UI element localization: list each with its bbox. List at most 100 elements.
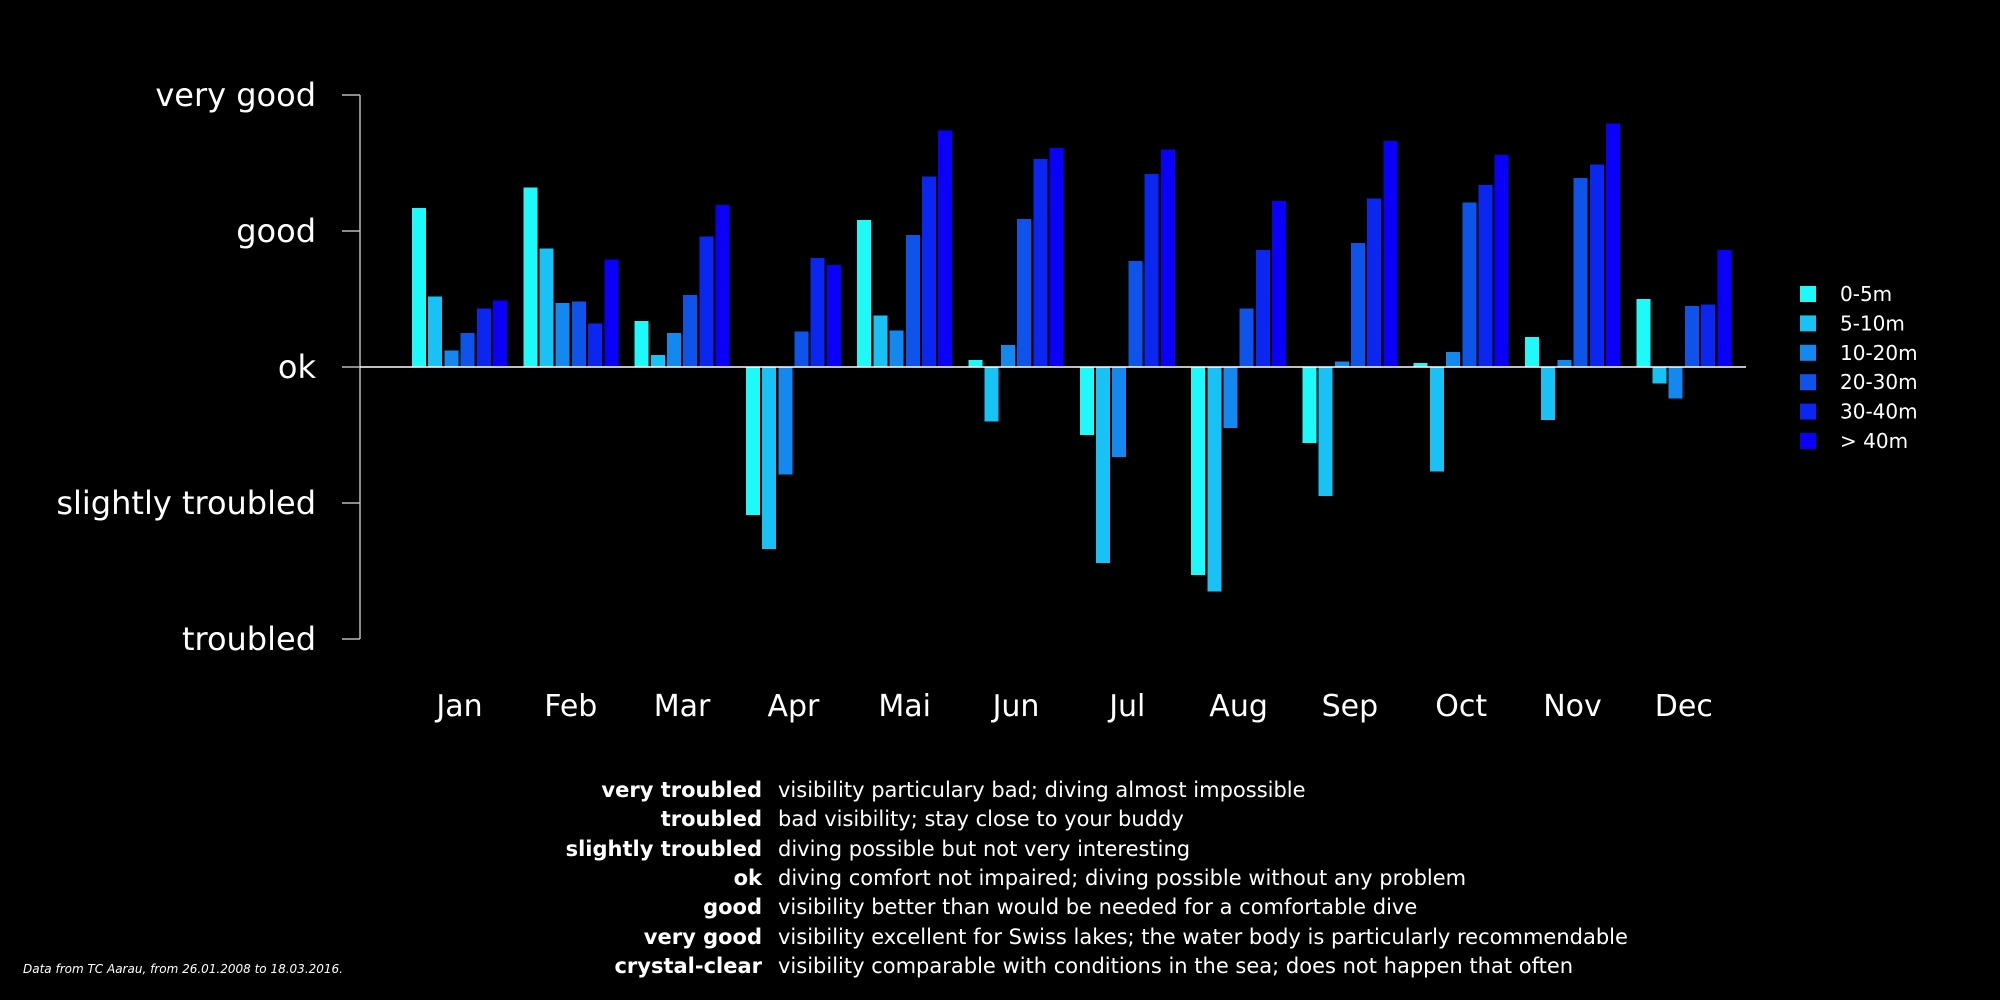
bar-aug-series-4	[1255, 250, 1270, 367]
bar-sep-series-1	[1318, 367, 1333, 497]
bar-jul-series-3	[1128, 260, 1143, 367]
bar-jul-series-5	[1160, 149, 1175, 367]
legend-label: 20-30m	[1840, 370, 1918, 394]
bar-sep-series-4	[1367, 198, 1382, 367]
bar-sep-series-3	[1351, 243, 1365, 367]
bar-apr-series-4	[810, 258, 825, 367]
bar-mai-series-2	[889, 330, 904, 367]
explanation-term: very troubled	[601, 778, 762, 802]
bar-feb-series-1	[539, 248, 554, 367]
bars	[360, 123, 1746, 592]
explanation-term: slightly troubled	[565, 836, 762, 861]
x-tick-label: Feb	[544, 689, 597, 724]
bar-dec-series-3	[1684, 305, 1699, 367]
legend-label: 10-20m	[1840, 341, 1918, 365]
bar-jun-series-5	[1049, 148, 1064, 367]
bar-jun-series-1	[984, 367, 999, 422]
bar-dec-series-5	[1717, 250, 1732, 367]
x-tick-label: Nov	[1543, 689, 1602, 724]
bar-sep-series-0	[1302, 367, 1317, 444]
x-tick-label: Sep	[1322, 689, 1379, 724]
bar-oct-series-0	[1413, 362, 1428, 367]
explanation-description: visibility particulary bad; diving almos…	[778, 778, 1306, 802]
bar-jan-series-3	[460, 333, 475, 367]
legend-label: 30-40m	[1840, 400, 1918, 424]
bar-feb-series-3	[571, 301, 586, 367]
x-tick-label: Jun	[991, 689, 1040, 724]
bar-jul-series-1	[1096, 367, 1110, 563]
bar-nov-series-5	[1606, 123, 1620, 367]
bar-jan-series-1	[428, 296, 443, 367]
x-tick-label: Oct	[1435, 689, 1487, 724]
bar-aug-series-0	[1191, 367, 1206, 576]
bar-jul-series-2	[1112, 367, 1127, 457]
bar-mai-series-3	[905, 235, 920, 367]
bar-apr-series-1	[762, 367, 777, 550]
legend: 0-5m 5-10m 10-20m 20-30m 30-40m > 40m	[1800, 282, 1918, 453]
bar-mai-series-1	[873, 315, 888, 367]
x-axis: Jan Feb Mar Apr Mai Jun Jul Aug Sep Oct Nov Dec	[434, 689, 1712, 724]
bar-mar-series-4	[699, 236, 714, 367]
bar-dec-series-1	[1652, 367, 1667, 384]
bar-feb-series-0	[523, 187, 538, 367]
explanation-row: crystal-clear visibility comparable with …	[0, 952, 2000, 981]
explanation-description: bad visibility; stay close to your buddy	[778, 807, 1184, 832]
x-tick-label: Jan	[434, 689, 482, 724]
bar-dec-series-2	[1668, 367, 1683, 399]
explanation-term: ok	[733, 865, 762, 890]
bar-sep-series-2	[1334, 361, 1349, 367]
bar-apr-series-3	[794, 331, 809, 367]
legend-swatch	[1800, 403, 1816, 420]
explanation-description: visibility comparable with conditions in…	[778, 953, 1574, 978]
legend-swatch	[1800, 286, 1816, 302]
bar-oct-series-5	[1494, 154, 1509, 367]
bar-jul-series-4	[1144, 173, 1159, 367]
y-tick-label: slightly troubled	[56, 484, 316, 522]
explanation-description: visibility excellent for Swiss lakes; th…	[778, 924, 1628, 949]
bar-nov-series-4	[1589, 164, 1604, 367]
bar-jul-series-0	[1079, 367, 1094, 435]
bar-jun-series-2	[1000, 345, 1015, 367]
bar-mar-series-2	[667, 333, 681, 367]
explanation-description: visibility better than would be needed f…	[778, 895, 1418, 920]
bar-mar-series-0	[634, 320, 649, 367]
x-tick-label: Dec	[1655, 689, 1713, 724]
explanation-description: diving possible but not very interesting	[778, 836, 1191, 861]
explanation-row: very good visibility excellent for Swiss …	[0, 923, 2000, 952]
bar-aug-series-3	[1239, 308, 1254, 367]
explanation-term: good	[703, 895, 762, 920]
bar-mar-series-5	[715, 205, 730, 367]
bar-mar-series-1	[650, 354, 665, 367]
bar-oct-series-3	[1462, 202, 1477, 367]
bar-mar-series-3	[683, 294, 698, 367]
bar-nov-series-1	[1541, 367, 1556, 420]
bar-apr-series-0	[745, 367, 760, 516]
bar-aug-series-5	[1272, 201, 1287, 367]
explanation-row: slightly troubled diving possible but not…	[0, 835, 2000, 864]
bar-mai-series-0	[857, 220, 872, 367]
bar-mai-series-4	[922, 176, 936, 367]
bar-jun-series-0	[968, 360, 983, 367]
explanation-row: ok diving comfort not impaired; diving po…	[0, 864, 2000, 893]
legend-swatch	[1800, 433, 1816, 449]
bar-jun-series-4	[1033, 158, 1048, 367]
legend-label: 0-5m	[1840, 282, 1892, 306]
bar-nov-series-3	[1573, 178, 1588, 367]
explanation-term: very good	[643, 924, 762, 949]
y-axis: troubled slightly troubled ok good very good	[56, 76, 361, 658]
bar-apr-series-2	[778, 367, 793, 475]
x-tick-label: Aug	[1209, 689, 1268, 724]
source-note: Data from TC Aarau, from 26.01.2008 to 1…	[23, 962, 343, 976]
explanation-row: good visibility better than would be need…	[0, 893, 2000, 922]
legend-label: 5-10m	[1840, 311, 1905, 335]
bar-dec-series-4	[1701, 304, 1716, 367]
legend-swatch	[1800, 315, 1816, 332]
bar-jun-series-3	[1017, 218, 1032, 367]
bar-feb-series-2	[555, 303, 570, 367]
explanation-row: very troubled visibility particulary bad;…	[0, 776, 2000, 805]
x-tick-label: Jul	[1107, 689, 1145, 724]
y-tick-label: very good	[155, 76, 316, 114]
bar-oct-series-4	[1478, 184, 1493, 367]
bar-jan-series-0	[412, 207, 426, 367]
